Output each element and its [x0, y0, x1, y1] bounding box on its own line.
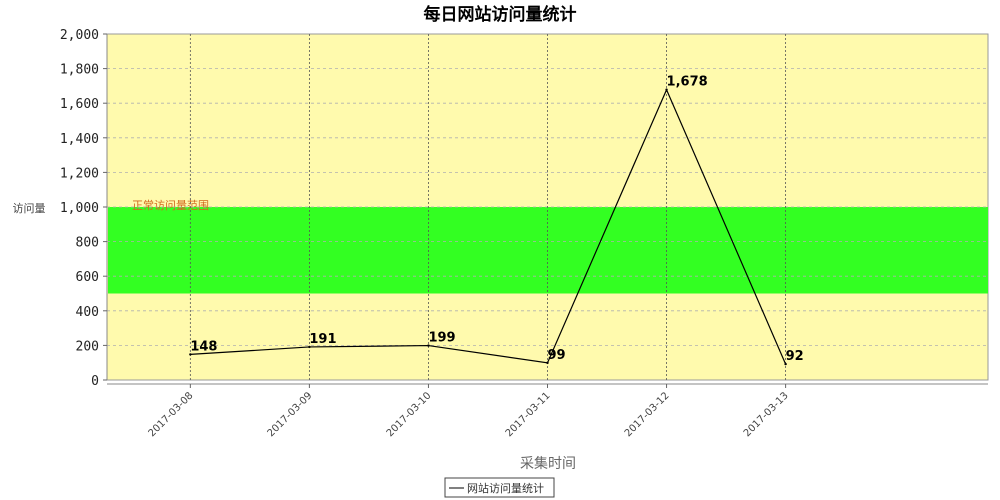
data-point	[546, 361, 549, 365]
y-tick-label: 400	[76, 305, 99, 320]
data-point	[308, 345, 311, 349]
data-label: 199	[428, 331, 455, 346]
data-labels: 148 191 199 99 1,678 92	[190, 75, 803, 364]
legend-label: 网站访问量统计	[467, 481, 544, 495]
y-tick-label: 1,400	[60, 132, 99, 147]
y-tick-label: 1,200	[60, 166, 99, 181]
legend: 网站访问量统计	[444, 477, 555, 498]
y-tick-label: 1,600	[60, 97, 99, 112]
y-tick-label: 1,000	[60, 201, 99, 216]
y-axis-label: 访问量	[13, 202, 46, 215]
series-line	[190, 88, 787, 365]
x-tick-label: 2017-03-13	[742, 390, 791, 439]
chart-title: 每日网站访问量统计	[424, 4, 577, 25]
data-point	[189, 353, 192, 356]
y-tick-label: 1,800	[60, 63, 99, 78]
y-tick-label: 0	[91, 374, 99, 389]
x-tick-label: 2017-03-10	[385, 390, 434, 439]
data-label: 99	[548, 348, 566, 363]
vertical-gridlines	[189, 34, 787, 380]
y-axis-ticks: 0 200 400 600 800 1,000 1,200 1,400 1,600 1,800 2,…	[60, 28, 107, 389]
x-axis-ticks: 2017-03-08 2017-03-09 2017-03-10 2017-03-11…	[147, 384, 791, 439]
data-point	[784, 362, 787, 366]
data-label: 1,678	[667, 75, 708, 90]
horizontal-gridlines	[107, 68, 988, 346]
y-tick-label: 800	[76, 236, 99, 251]
x-tick-label: 2017-03-11	[504, 390, 553, 439]
x-tick-label: 2017-03-09	[266, 390, 315, 439]
series-layer	[189, 88, 787, 366]
normal-range-band	[108, 207, 988, 294]
x-tick-label: 2017-03-08	[147, 390, 196, 439]
data-point	[427, 344, 430, 347]
y-tick-label: 200	[76, 339, 99, 354]
data-label: 148	[190, 339, 217, 354]
legend-box	[444, 477, 555, 498]
data-label: 191	[309, 332, 336, 347]
x-tick-label: 2017-03-12	[623, 390, 672, 439]
y-tick-label: 600	[76, 270, 99, 285]
x-axis-label: 采集时间	[520, 455, 576, 472]
y-tick-label: 2,000	[60, 28, 99, 43]
data-point	[665, 88, 668, 91]
normal-range-band-label: 正常访问量范围	[132, 198, 209, 212]
data-label: 92	[786, 349, 804, 364]
